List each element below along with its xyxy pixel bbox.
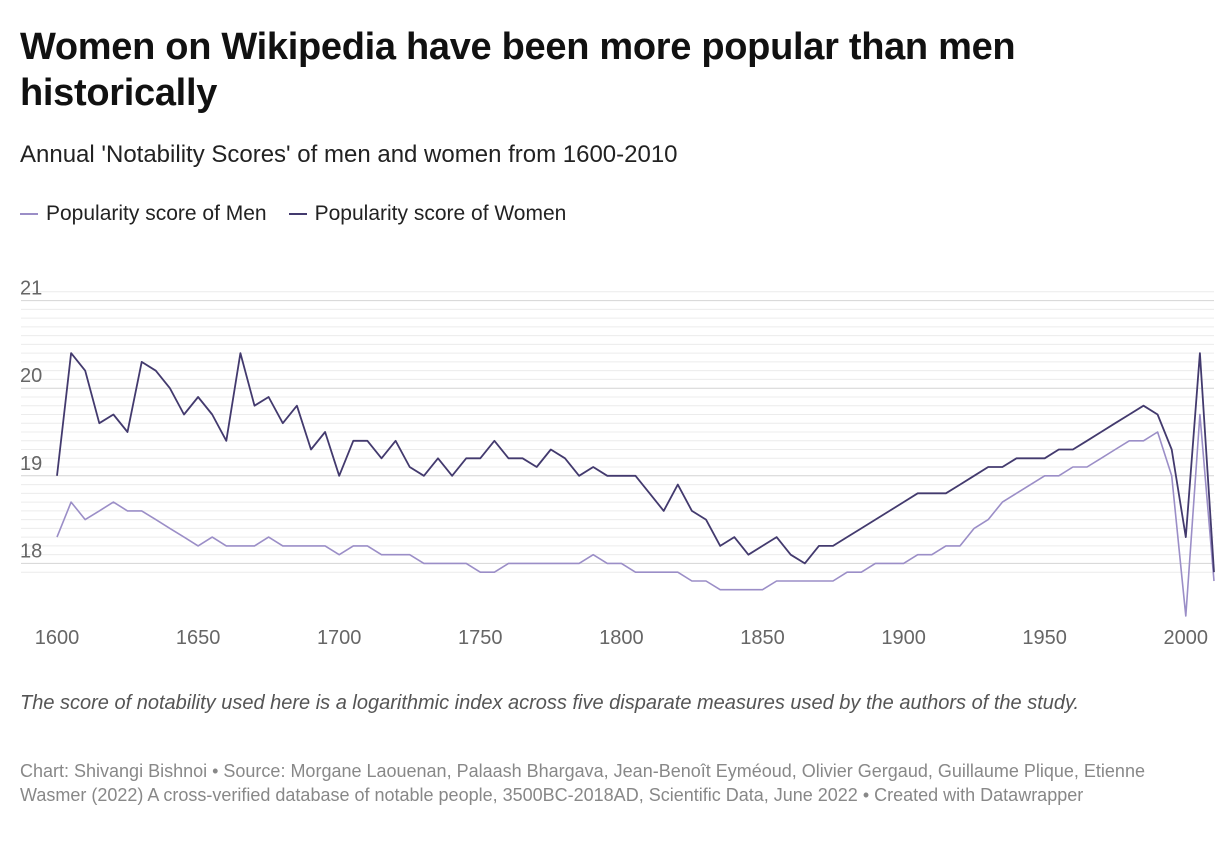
legend-swatch-women bbox=[288, 213, 307, 215]
chart-title: Women on Wikipedia have been more popula… bbox=[20, 26, 1016, 114]
legend-label-women: Popularity score of Women bbox=[314, 202, 567, 225]
chart-note: The score of notability used here is a l… bbox=[20, 692, 1080, 714]
legend-item-women: Popularity score of Women bbox=[288, 202, 567, 226]
legend-item-men: Popularity score of Men bbox=[20, 202, 267, 226]
x-tick-label: 1850 bbox=[740, 627, 785, 649]
line-chart: 18 19 20 21 1600 1650 1700 1750 1800 1850 1900 195… bbox=[20, 278, 1215, 649]
x-tick-label: 2000 bbox=[1164, 627, 1209, 649]
series-lines bbox=[56, 352, 1215, 617]
chart-legend: Popularity score of Men Popularity score… bbox=[20, 200, 588, 228]
legend-swatch-men bbox=[20, 213, 38, 215]
x-axis-ticks: 1600 1650 1700 1750 1800 1850 1900 1950 2000 bbox=[35, 627, 1208, 649]
y-tick-label: 19 bbox=[20, 453, 42, 475]
x-tick-label: 1650 bbox=[176, 627, 221, 649]
series-line-women bbox=[56, 352, 1215, 573]
x-tick-label: 1900 bbox=[881, 627, 926, 649]
grid-lines bbox=[21, 291, 1214, 573]
y-tick-label: 18 bbox=[20, 540, 42, 562]
y-axis-ticks: 18 19 20 21 bbox=[20, 278, 42, 563]
x-tick-label: 1800 bbox=[599, 627, 644, 649]
x-tick-label: 1950 bbox=[1022, 627, 1067, 649]
chart-credit: Chart: Shivangi Bishnoi • Source: Morgan… bbox=[20, 761, 1145, 805]
x-tick-label: 1750 bbox=[458, 627, 503, 649]
series-line-men bbox=[56, 413, 1215, 617]
x-tick-label: 1600 bbox=[35, 627, 80, 649]
x-tick-label: 1700 bbox=[317, 627, 362, 649]
y-tick-label: 20 bbox=[20, 365, 42, 387]
legend-label-men: Popularity score of Men bbox=[46, 202, 267, 225]
y-tick-label: 21 bbox=[20, 278, 42, 300]
chart-subtitle: Annual 'Notability Scores' of men and wo… bbox=[20, 141, 678, 168]
